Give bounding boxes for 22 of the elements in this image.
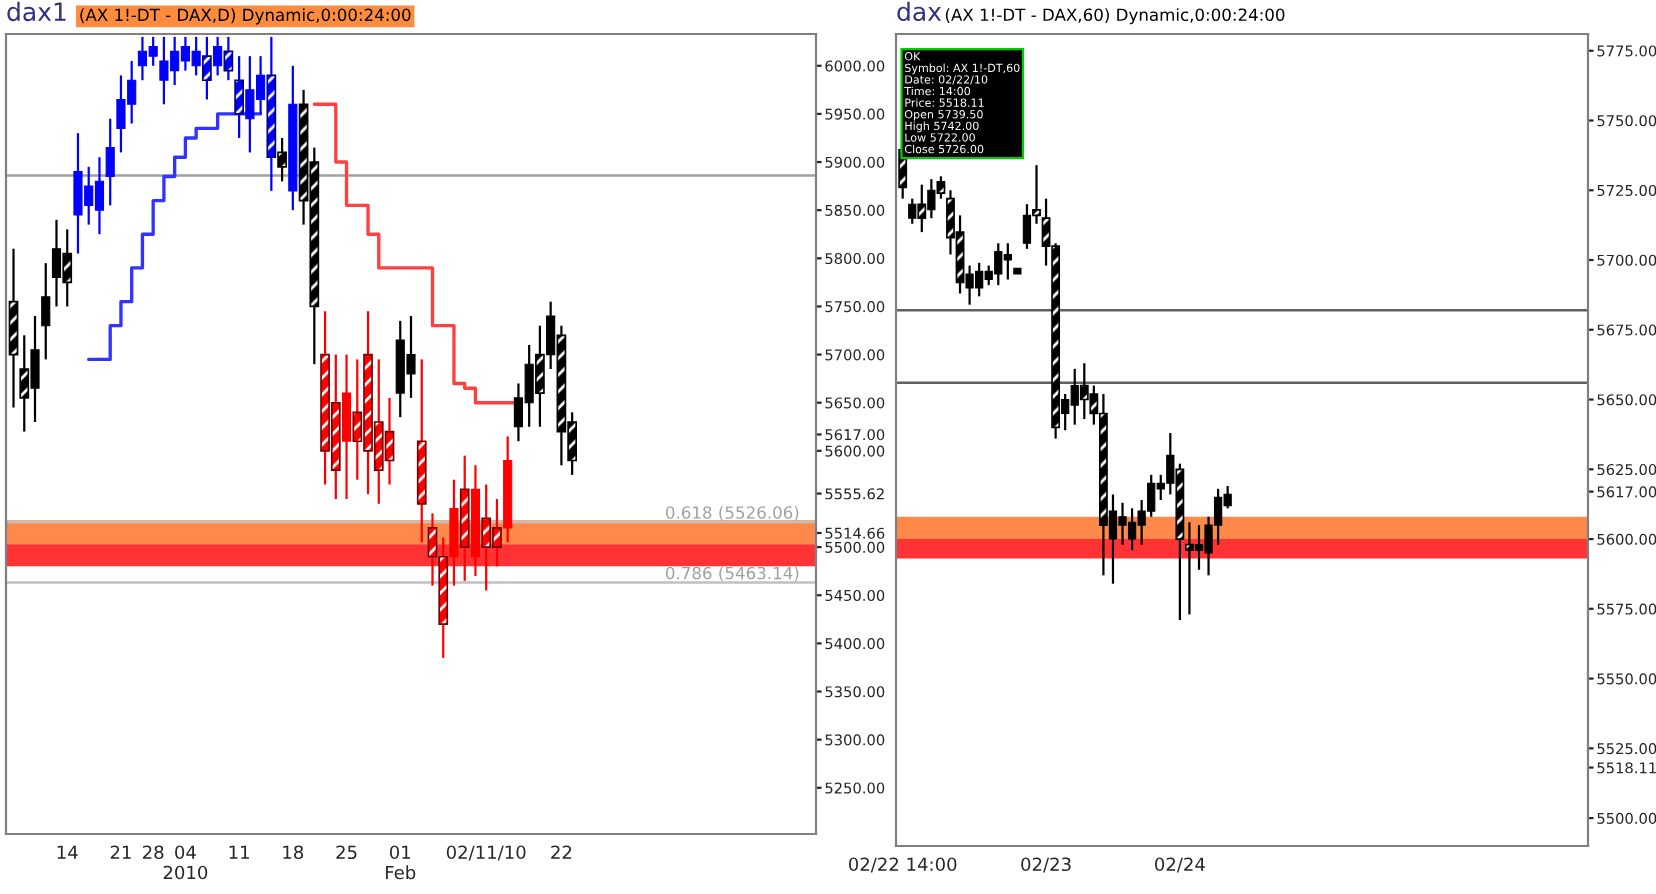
chart-subtitle: (AX 1!-DT - DAX,D) Dynamic,0:00:24:00 [80, 8, 411, 25]
ref-line-label: 0.618 (5526.06) [665, 505, 799, 521]
x-tick-label: 04 2010 [163, 845, 208, 880]
chart-subtitle: (AX 1!-DT - DAX,60) Dynamic,0:00:24:00 [945, 8, 1285, 25]
candlestick [213, 35, 223, 77]
x-tick-label: 14 [57, 845, 78, 859]
x-tick-label: 02/23 [1021, 857, 1071, 873]
chart-title: dax1 [7, 1, 66, 22]
x-tick-label: 28 [143, 845, 164, 860]
candlestick [105, 117, 115, 207]
x-tick-label: 11 [229, 845, 249, 859]
x-tick-label: 02/24 [1155, 857, 1205, 873]
x-tick-label: 02/11/10 [446, 845, 526, 861]
x-tick-label: 21 [110, 845, 131, 859]
ref-line-label: 0.786 (5463.14) [665, 566, 799, 582]
candlestick [41, 262, 51, 361]
x-tick-label: 01 Feb [386, 845, 416, 880]
chart-title: dax [897, 1, 942, 22]
x-tick-label: 18 [283, 845, 304, 860]
x-tick-label: 22 [551, 845, 572, 859]
x-tick-label: 25 [336, 845, 357, 860]
x-tick-label: 02/22 14:00 [848, 857, 957, 873]
